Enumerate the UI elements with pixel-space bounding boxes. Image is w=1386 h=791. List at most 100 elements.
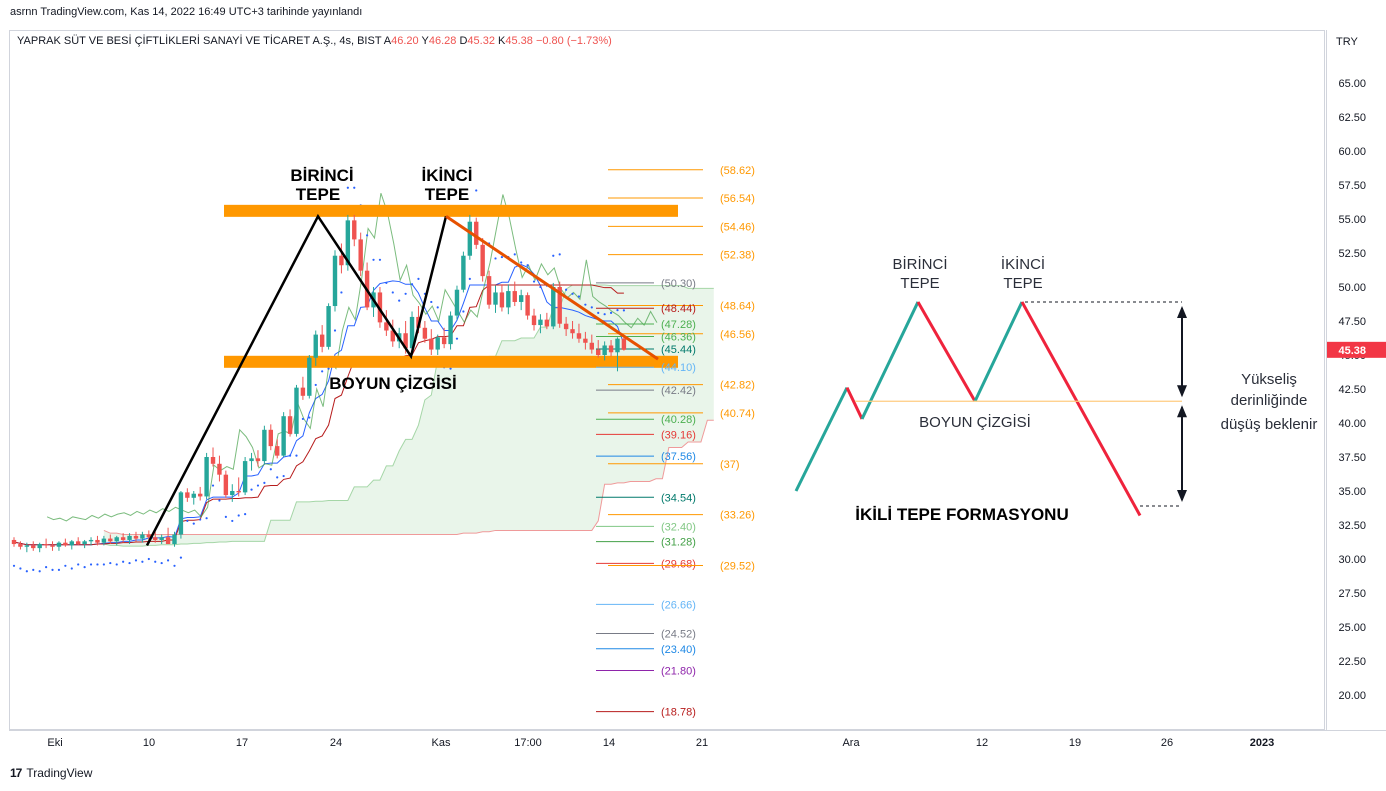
fib-level-label: (42.42)	[661, 385, 696, 397]
diagram-note-line2: derinliğinde	[1231, 392, 1308, 409]
candle-body	[101, 538, 107, 543]
candle-body	[140, 534, 145, 539]
candle-body	[165, 537, 171, 545]
sar-dot	[430, 300, 433, 304]
diagram-dn1	[845, 386, 864, 420]
candle-body	[255, 458, 261, 462]
sar-dot	[462, 310, 465, 313]
candle-body	[429, 338, 434, 350]
change-value: −0.80 (−1.73%)	[535, 35, 612, 47]
symbol-legend: YAPRAK SÜT VE BESİ ÇİFTLİKLERİ SANAYİ VE…	[17, 35, 612, 47]
sar-dot	[552, 254, 555, 257]
footer-brand[interactable]: 17 TradingView	[10, 766, 92, 780]
candle-body	[461, 255, 466, 290]
high-value: 46.28	[428, 35, 457, 47]
high-label: Y	[421, 35, 429, 47]
sar-dot	[263, 481, 266, 484]
chart-pane[interactable]	[9, 30, 1325, 730]
sar-dot	[494, 257, 497, 260]
sar-dot	[102, 563, 105, 566]
candle-body	[88, 539, 94, 542]
candle-body	[24, 545, 30, 547]
price-tick-label: 42.50	[1338, 384, 1366, 396]
candle-body	[441, 337, 447, 345]
price-axis[interactable]	[1326, 30, 1386, 730]
candle-body	[223, 474, 229, 496]
candle-body	[474, 221, 479, 245]
candle-body	[602, 345, 607, 355]
sar-dot	[89, 563, 93, 566]
sar-dot	[77, 563, 80, 566]
peak1-label-line1: BİRİNCİ	[290, 166, 353, 185]
sar-dot	[565, 288, 568, 291]
sar-dot	[256, 484, 260, 487]
fib-level-label: (54.46)	[720, 221, 755, 233]
peak1-label-line2: TEPE	[296, 185, 340, 204]
sar-dot	[109, 561, 112, 565]
candle-body	[512, 291, 517, 302]
time-ticks: Eki 10 17 24 Kas 17:00 14 21 Ara 12 19 26 2023	[47, 737, 1274, 749]
sar-dot	[166, 559, 170, 562]
candle-body	[352, 220, 357, 240]
candle-body	[307, 357, 312, 396]
candle-body	[596, 349, 601, 355]
fib-level-label: (47.28)	[661, 319, 696, 331]
sar-dot	[295, 454, 298, 457]
arrow-head-bottom	[1177, 489, 1187, 502]
sar-dot	[340, 291, 343, 294]
tradingview-logo-icon: 17	[10, 766, 22, 780]
candle-body	[615, 338, 620, 353]
diagram-note-line3: düşüş beklenir	[1221, 416, 1318, 433]
candles	[11, 214, 627, 553]
sar-dot	[179, 556, 183, 559]
candle-body	[525, 295, 530, 316]
sar-dot	[237, 514, 240, 517]
sar-dot	[64, 564, 67, 567]
fib-level-label: (33.26)	[720, 510, 755, 522]
candle-body	[281, 416, 286, 456]
candle-body	[480, 244, 485, 277]
sar-dot	[327, 367, 330, 370]
sar-dot	[590, 306, 593, 309]
sar-dot	[269, 468, 272, 471]
sar-dot	[282, 474, 285, 478]
sar-dot	[128, 561, 131, 565]
open-value: 46.20	[391, 35, 419, 47]
fib-level-label: (37)	[720, 459, 740, 471]
sar-dot	[475, 189, 478, 192]
candle-body	[313, 334, 318, 358]
sar-dot	[205, 517, 208, 520]
sar-dot	[366, 234, 369, 237]
candle-body	[499, 292, 505, 308]
sar-dot	[500, 255, 504, 259]
sar-dot	[57, 568, 61, 571]
fib-level-label: (21.80)	[661, 666, 696, 678]
fib-level-label: (40.28)	[661, 414, 696, 426]
cloud-span-a	[103, 284, 714, 547]
time-axis-line	[9, 730, 1386, 731]
sar-dot	[346, 186, 349, 189]
candle-body	[435, 337, 440, 350]
price-tick-label: 35.00	[1338, 486, 1366, 498]
sar-dot	[513, 253, 516, 256]
candle-body	[493, 292, 498, 305]
fib-level-label: (48.64)	[720, 300, 755, 312]
symbol-name: YAPRAK SÜT VE BESİ ÇİFTLİKLERİ SANAYİ VE…	[17, 35, 382, 47]
double-top-diagram	[794, 301, 1187, 517]
currency-label: TRY	[1336, 36, 1358, 48]
fib-level-label: (18.78)	[661, 707, 696, 719]
ichimoku-cloud	[103, 284, 714, 547]
sar-dot	[192, 522, 195, 525]
sar-dot	[609, 311, 613, 314]
price-tick-label: 57.50	[1338, 180, 1366, 192]
close-value: 45.38	[505, 35, 533, 47]
fib-level-label: (56.54)	[720, 193, 755, 205]
diagram-dn3	[1020, 301, 1142, 517]
last-price-badge	[1327, 341, 1386, 358]
sar-dot	[378, 258, 382, 261]
sar-dot	[391, 291, 394, 294]
sar-dot	[276, 476, 279, 479]
time-tick-label: Ara	[842, 737, 860, 749]
sar-dot	[404, 292, 407, 295]
